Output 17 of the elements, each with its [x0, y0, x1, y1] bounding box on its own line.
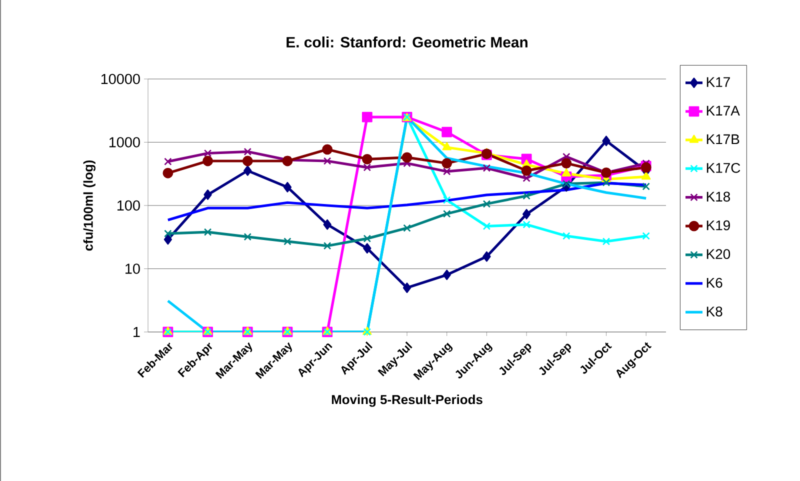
legend-label: K20 [706, 249, 730, 260]
legend-label: K8 [706, 306, 722, 316]
y-tick-label: 1000 [109, 137, 140, 148]
legend-label: K17 [706, 77, 730, 87]
y-axis-title: cfu/100ml (log) [83, 160, 96, 251]
x-axis-title: Moving 5-Result-Periods [332, 394, 482, 407]
legend-label: K17A [706, 106, 740, 116]
y-tick-label: 10000 [101, 74, 140, 84]
chart-title: E. coli: Stanford: Geometric Mean [286, 36, 528, 48]
legend-label: K17B [706, 134, 740, 144]
legend-label: K17C [706, 162, 740, 173]
legend-label: K6 [706, 278, 722, 288]
y-tick-label: 10 [126, 264, 140, 274]
legend-label: K18 [706, 192, 730, 202]
legend-label: K19 [706, 220, 730, 230]
y-tick-label: 1 [134, 327, 140, 337]
y-tick-label: 100 [117, 200, 140, 211]
